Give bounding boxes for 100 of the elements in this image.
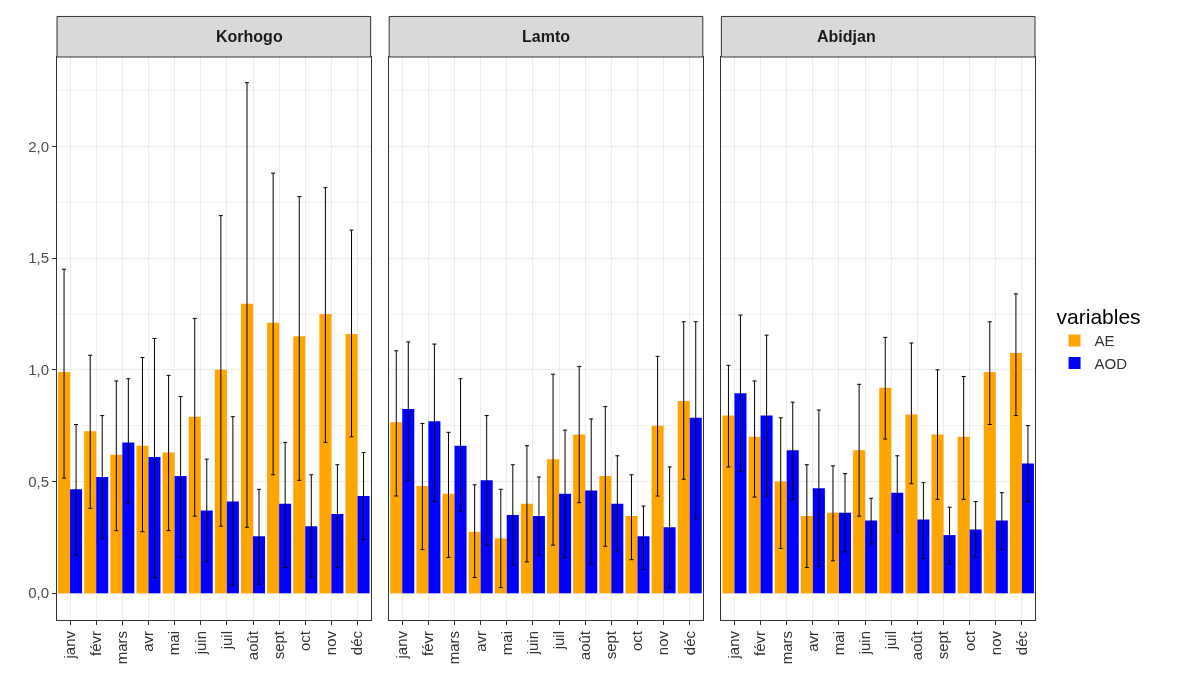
x-tick-label: sept <box>934 630 952 660</box>
bar <box>293 336 306 594</box>
x-tick-label: févr <box>419 631 437 657</box>
bar <box>162 452 175 594</box>
bar <box>879 387 892 594</box>
bar <box>319 313 332 594</box>
bar <box>651 425 664 594</box>
bar <box>800 516 813 594</box>
x-tick-label: avr <box>803 631 821 652</box>
x-tick-label: mai <box>165 631 183 656</box>
x-tick-label: janv <box>393 630 411 660</box>
bar <box>786 450 799 594</box>
x-tick-label: juil <box>549 631 567 651</box>
x-tick-label: mars <box>113 631 131 665</box>
bar <box>480 480 493 594</box>
x-tick-label: nov <box>322 630 340 656</box>
x-tick-label: juil <box>882 631 900 651</box>
bar <box>905 414 918 594</box>
x-tick-label: sept <box>270 630 288 660</box>
x-tick-label: févr <box>751 631 769 657</box>
bar <box>357 496 370 594</box>
bar <box>917 519 930 594</box>
bar <box>494 538 507 594</box>
bar <box>969 529 982 594</box>
x-tick-label: mars <box>777 631 795 665</box>
x-tick-label: nov <box>654 630 672 656</box>
legend-label: AOD <box>1094 354 1128 372</box>
chart-title: Korhogo <box>216 28 283 45</box>
x-tick-label: janv <box>60 630 78 660</box>
x-tick-label: juil <box>217 631 235 651</box>
bar <box>200 510 213 594</box>
bar <box>110 454 123 594</box>
x-tick-label: mai <box>829 631 847 656</box>
bar <box>853 450 866 594</box>
bar <box>995 520 1008 594</box>
bar <box>760 415 773 594</box>
bar <box>931 434 944 594</box>
bar <box>416 485 429 594</box>
bar <box>148 456 161 594</box>
bar <box>611 503 624 594</box>
x-tick-label: janv <box>725 630 743 660</box>
x-tick-label: avr <box>471 631 489 652</box>
bar <box>722 415 735 594</box>
bar <box>891 492 904 594</box>
bar <box>442 493 455 594</box>
bar <box>174 475 187 594</box>
bar <box>331 513 344 594</box>
bar <box>188 416 201 594</box>
x-tick-label: avr <box>139 631 157 652</box>
chart-title: Abidjan <box>817 28 876 45</box>
chart-title: Lamto <box>522 28 571 45</box>
x-tick-label: mars <box>445 631 463 665</box>
x-tick-label: oct <box>628 630 646 652</box>
x-tick-label: juin <box>856 631 873 656</box>
bar <box>865 520 878 594</box>
y-tick-label: 1,5 <box>28 249 49 267</box>
x-tick-label: août <box>243 630 261 661</box>
y-tick-label: 1,0 <box>28 361 49 379</box>
bar <box>136 445 149 594</box>
bar <box>1009 353 1022 594</box>
bar <box>637 536 650 594</box>
bar <box>96 477 109 594</box>
legend-label: AE <box>1094 332 1115 350</box>
x-tick-label: déc <box>1012 630 1030 656</box>
bar <box>689 417 702 594</box>
x-tick-label: oct <box>960 630 978 652</box>
bar <box>663 527 676 594</box>
x-tick-label: nov <box>986 630 1004 656</box>
x-tick-label: févr <box>87 631 105 657</box>
x-tick-label: sept <box>602 630 620 660</box>
x-tick-label: mai <box>497 631 515 656</box>
bar <box>468 531 481 594</box>
bar <box>585 490 598 594</box>
x-tick-label: oct <box>296 630 314 652</box>
bar <box>573 434 586 594</box>
bar <box>454 445 467 594</box>
bar <box>748 436 761 594</box>
x-tick-label: déc <box>348 630 366 656</box>
bar <box>677 401 690 594</box>
bar <box>625 516 638 594</box>
bar <box>279 503 292 594</box>
bar <box>1021 463 1034 594</box>
bar <box>84 431 97 594</box>
bar <box>943 535 956 594</box>
bar <box>428 421 441 594</box>
bar <box>983 372 996 594</box>
y-tick-label: 2,0 <box>28 137 49 155</box>
x-tick-label: déc <box>680 630 698 656</box>
bar <box>599 475 612 594</box>
y-tick-label: 0,5 <box>28 472 49 490</box>
bar <box>305 526 318 594</box>
bar <box>774 481 787 594</box>
bar <box>390 422 403 594</box>
bar <box>506 515 519 594</box>
bar <box>402 408 415 594</box>
y-tick-label: 0,0 <box>28 584 49 602</box>
bar <box>345 334 358 594</box>
x-tick-label: juin <box>523 631 541 656</box>
bar <box>957 436 970 594</box>
bar <box>267 322 280 594</box>
